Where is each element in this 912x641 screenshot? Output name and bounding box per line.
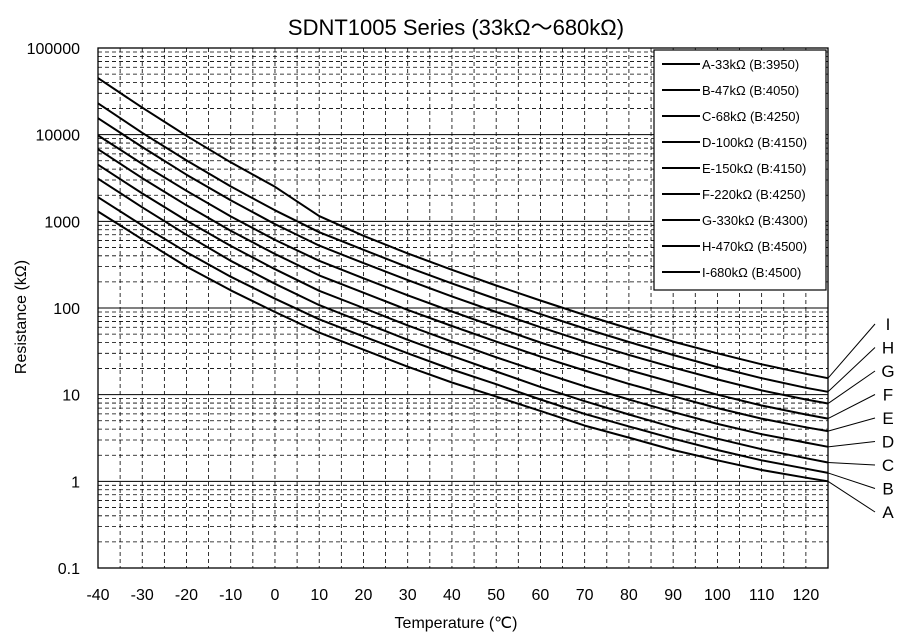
x-tick-label: 50 xyxy=(487,587,505,604)
series-line-e xyxy=(97,148,829,433)
x-tick-label: -30 xyxy=(131,587,154,604)
x-tick-label: 30 xyxy=(399,587,417,604)
x-tick-label: 110 xyxy=(749,587,775,604)
x-tick-label: 80 xyxy=(620,587,638,604)
x-tick-label: 60 xyxy=(532,587,550,604)
x-tick-label: 0 xyxy=(271,587,280,604)
series-leader-line xyxy=(827,472,876,489)
x-tick-label: -10 xyxy=(219,587,242,604)
series-leader-line xyxy=(827,461,876,466)
chart-title: SDNT1005 Series (33kΩ～680kΩ) xyxy=(287,15,625,40)
series-end-label: B xyxy=(882,480,893,499)
x-tick-label: -40 xyxy=(86,587,109,604)
series-line-i xyxy=(97,77,829,380)
series-leader-line xyxy=(827,441,876,448)
legend-entry: F-220kΩ (B:4250) xyxy=(702,187,806,202)
y-tick-label: 100000 xyxy=(27,41,80,58)
series-end-label: D xyxy=(882,433,894,452)
series-line-c xyxy=(97,177,829,464)
series-end-label: H xyxy=(882,339,894,358)
series-end-label: I xyxy=(886,315,891,334)
series-leader-line xyxy=(827,370,876,404)
x-tick-label: 40 xyxy=(443,587,461,604)
legend-entry: E-150kΩ (B:4150) xyxy=(702,161,806,176)
series-line-d xyxy=(97,163,829,448)
x-axis-label: Temperature (℃) xyxy=(394,615,518,632)
series-end-label: E xyxy=(882,409,893,428)
plot-frame xyxy=(97,47,829,569)
legend-entry: D-100kΩ (B:4150) xyxy=(702,135,807,150)
legend-entry: I-680kΩ (B:4500) xyxy=(702,265,801,280)
x-tick-label: 70 xyxy=(576,587,594,604)
series-leader-line xyxy=(827,347,876,393)
x-tick-label: 100 xyxy=(704,587,731,604)
y-tick-label: 1 xyxy=(71,474,80,491)
series-line-g xyxy=(97,117,829,405)
x-tick-label: 120 xyxy=(793,587,820,604)
series-line-h xyxy=(97,102,829,393)
series-leader-line xyxy=(827,394,876,420)
series-end-label: F xyxy=(883,386,893,405)
y-tick-label: 10000 xyxy=(36,128,81,145)
series-line-b xyxy=(97,196,829,474)
series-end-label: G xyxy=(881,362,894,381)
x-tick-label: -20 xyxy=(175,587,198,604)
series-leader-line xyxy=(827,323,876,379)
y-tick-label: 0.1 xyxy=(58,561,80,578)
legend-entry: C-68kΩ (B:4250) xyxy=(702,109,800,124)
y-tick-label: 1000 xyxy=(44,214,80,231)
series-leader-line xyxy=(827,480,876,513)
legend-entry: H-470kΩ (B:4500) xyxy=(702,239,807,254)
legend-entry: A-33kΩ (B:3950) xyxy=(702,57,799,72)
x-tick-label: 90 xyxy=(664,587,682,604)
series-leader-line xyxy=(827,417,876,432)
y-tick-label: 10 xyxy=(62,388,80,405)
y-tick-label: 100 xyxy=(53,301,80,318)
legend-entry: B-47kΩ (B:4050) xyxy=(702,83,799,98)
series-end-label: C xyxy=(882,456,894,475)
x-tick-label: 20 xyxy=(355,587,373,604)
series-line-f xyxy=(97,134,829,420)
x-tick-label: 10 xyxy=(310,587,328,604)
series-end-label: A xyxy=(882,503,894,522)
legend-entry: G-330kΩ (B:4300) xyxy=(702,213,808,228)
series-line-a xyxy=(97,210,829,483)
